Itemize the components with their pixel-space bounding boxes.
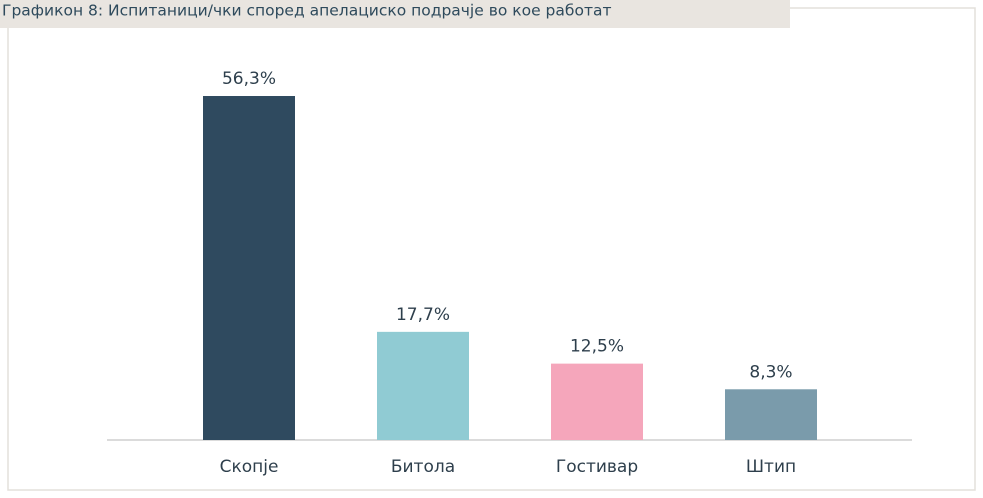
bar — [551, 363, 643, 440]
frame — [7, 7, 976, 491]
data-label: 17,7% — [396, 305, 450, 325]
chart-title: Графикон 8: Испитаници/чки според апелац… — [2, 2, 612, 20]
x-tick-label: Штип — [746, 457, 796, 477]
title-tab — [0, 0, 790, 28]
bar — [203, 96, 295, 440]
bar — [725, 389, 817, 440]
data-label: 12,5% — [570, 337, 624, 357]
data-label: 8,3% — [749, 362, 792, 382]
x-tick-label: Гостивар — [556, 457, 638, 477]
x-tick-label: Битола — [391, 457, 455, 477]
data-label: 56,3% — [222, 69, 276, 89]
x-tick-label: Скопје — [220, 457, 279, 477]
bar — [377, 331, 469, 440]
